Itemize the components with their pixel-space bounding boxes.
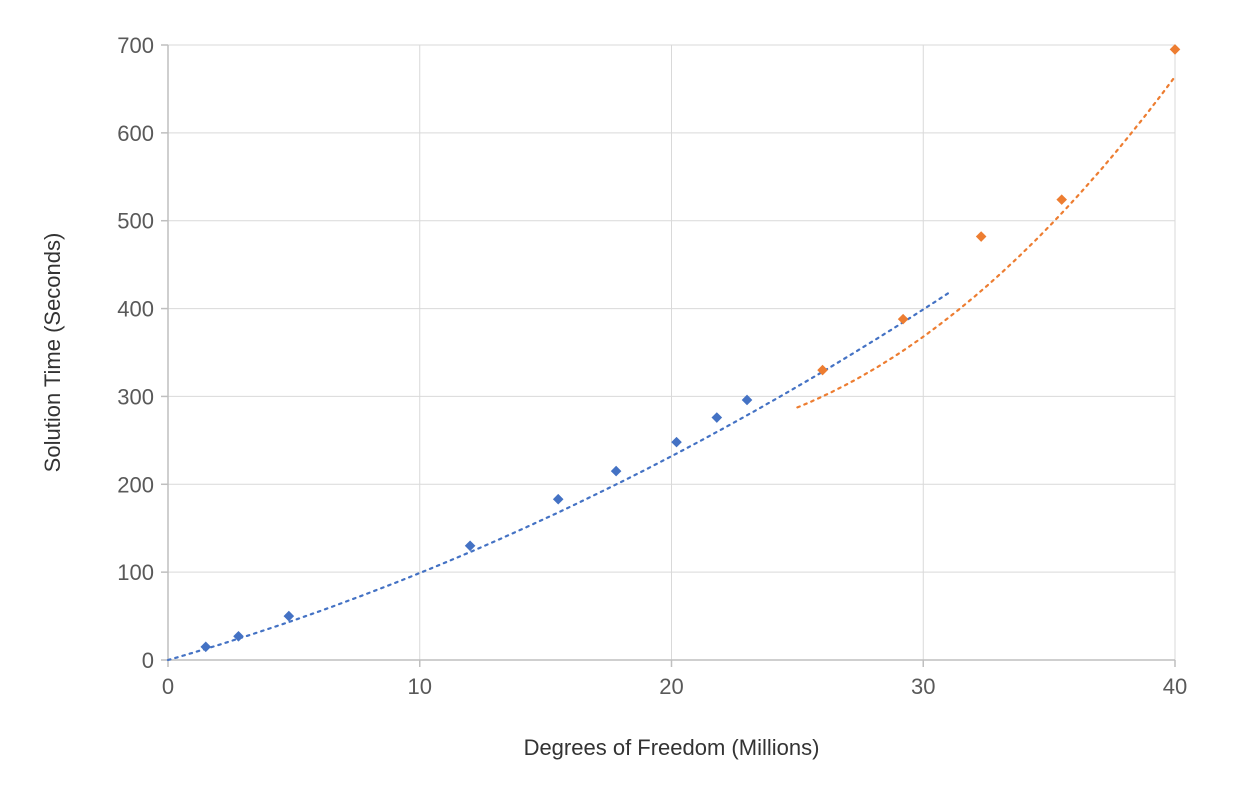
data-point-blue-series: [611, 466, 622, 477]
x-tick-label: 20: [659, 674, 683, 699]
data-point-orange-series: [898, 314, 909, 325]
trend-line-blue-series: [168, 293, 948, 660]
chart-container: 0102030400100200300400500600700Degrees o…: [0, 0, 1240, 798]
trend-line-orange-series: [797, 77, 1175, 408]
x-tick-label: 10: [408, 674, 432, 699]
data-point-orange-series: [976, 231, 987, 242]
y-tick-label: 300: [117, 384, 154, 409]
data-point-blue-series: [284, 611, 295, 622]
scatter-chart: 0102030400100200300400500600700Degrees o…: [0, 0, 1240, 798]
y-tick-label: 200: [117, 472, 154, 497]
y-tick-label: 400: [117, 297, 154, 322]
y-tick-label: 100: [117, 560, 154, 585]
y-axis-title: Solution Time (Seconds): [40, 233, 65, 473]
data-point-blue-series: [200, 642, 211, 653]
y-tick-label: 500: [117, 209, 154, 234]
x-tick-label: 30: [911, 674, 935, 699]
y-tick-label: 600: [117, 121, 154, 146]
data-point-orange-series: [1170, 44, 1181, 55]
data-point-orange-series: [1056, 194, 1067, 205]
x-tick-label: 40: [1163, 674, 1187, 699]
x-tick-label: 0: [162, 674, 174, 699]
x-axis-title: Degrees of Freedom (Millions): [524, 735, 820, 760]
data-point-blue-series: [712, 412, 723, 423]
y-tick-label: 700: [117, 33, 154, 58]
data-point-blue-series: [553, 494, 564, 505]
y-tick-label: 0: [142, 648, 154, 673]
data-point-blue-series: [671, 437, 682, 448]
